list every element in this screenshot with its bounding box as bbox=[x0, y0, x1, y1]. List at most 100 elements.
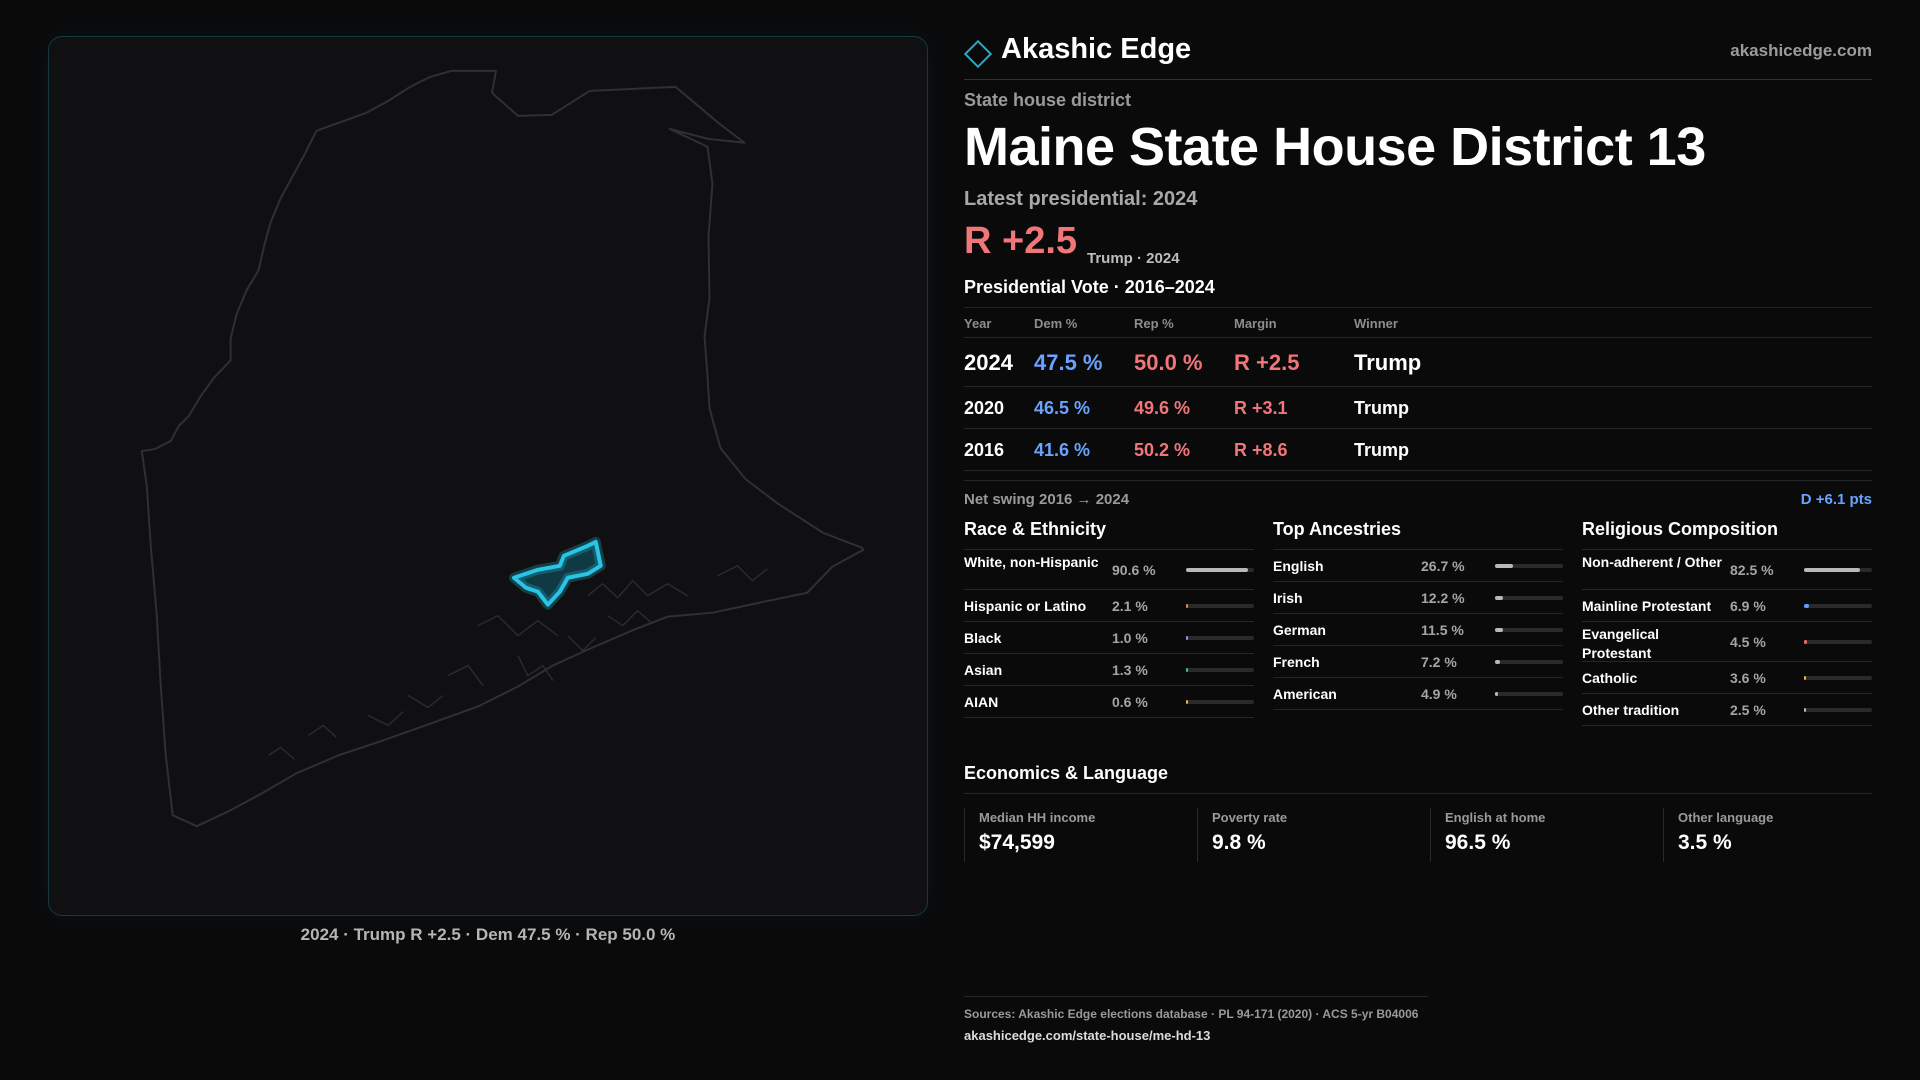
top-ancestries-section: Top Ancestries English 26.7 % Irish 12.2 % G… bbox=[1273, 516, 1563, 710]
share-bar-fill bbox=[1804, 676, 1807, 680]
row-margin: R +2.5 bbox=[1234, 350, 1300, 375]
card-value: 9.8 % bbox=[1212, 831, 1266, 854]
diamond-logo-icon bbox=[963, 39, 993, 69]
latest-presidential-label: Latest presidential: 2024 bbox=[964, 188, 1198, 210]
demographic-row: American 4.9 % bbox=[1273, 678, 1563, 710]
share-bar-track bbox=[1804, 676, 1872, 680]
sources-footer: Sources: Akashic Edge elections database… bbox=[964, 996, 1428, 1043]
share-bar-fill bbox=[1186, 700, 1188, 704]
card-label: Median HH income bbox=[979, 810, 1096, 825]
demographic-label: Black bbox=[964, 630, 1002, 646]
demographic-row: Irish 12.2 % bbox=[1273, 582, 1563, 614]
table-row: 2024 47.5 % 50.0 % R +2.5 Trump bbox=[964, 338, 1872, 387]
share-bar-track bbox=[1186, 700, 1254, 704]
share-bar-track bbox=[1186, 636, 1254, 640]
demographic-label: AIAN bbox=[964, 694, 999, 710]
demographic-row: Hispanic or Latino 2.1 % bbox=[964, 590, 1254, 622]
row-winner: Trump bbox=[1354, 350, 1422, 375]
demographic-label: Other tradition bbox=[1582, 702, 1680, 718]
demographic-value: 90.6 % bbox=[1112, 562, 1156, 578]
religious-composition-list: Non-adherent / Other 82.5 % Mainline Prote… bbox=[1582, 550, 1872, 726]
demographic-row: Mainline Protestant 6.9 % bbox=[1582, 590, 1872, 622]
col-year: Year bbox=[964, 316, 992, 331]
row-dem: 47.5 % bbox=[1034, 350, 1103, 375]
demographic-label: Mainline Protestant bbox=[1582, 598, 1712, 614]
demographic-label: Hispanic or Latino bbox=[964, 598, 1087, 614]
economics-cards: Median HH income $74,599 Poverty rate 9.… bbox=[964, 808, 1872, 862]
vote-section-title: Presidential Vote · 2016–2024 bbox=[964, 277, 1215, 297]
demographic-row: Catholic 3.6 % bbox=[1582, 662, 1872, 694]
card-value: $74,599 bbox=[979, 831, 1055, 854]
map-caption: 2024 · Trump R +2.5 · Dem 47.5 % · Rep 5… bbox=[300, 925, 676, 944]
table-header: Year Dem % Rep % Margin Winner bbox=[964, 308, 1872, 338]
demographic-label: Non-adherent / Other bbox=[1582, 554, 1723, 570]
share-bar-track bbox=[1495, 628, 1563, 632]
headline-margin-note: Trump · 2024 bbox=[1087, 250, 1180, 267]
share-bar-track bbox=[1495, 660, 1563, 664]
coastline-islands bbox=[268, 564, 768, 760]
demographic-row: French 7.2 % bbox=[1273, 646, 1563, 678]
demographic-row: Non-adherent / Other 82.5 % bbox=[1582, 550, 1872, 590]
details-panel: Akashic Edge akashicedge.com State house… bbox=[963, 30, 1872, 1043]
row-winner: Trump bbox=[1354, 440, 1410, 460]
row-dem: 41.6 % bbox=[1034, 440, 1091, 460]
page-title: Maine State House District 13 bbox=[964, 117, 1706, 177]
demographic-row: Other tradition 2.5 % bbox=[1582, 694, 1872, 726]
demographic-label: Evangelical Protestant bbox=[1582, 626, 1660, 661]
row-rep: 50.0 % bbox=[1134, 350, 1203, 375]
share-bar-fill bbox=[1495, 564, 1514, 568]
card-value: 3.5 % bbox=[1678, 831, 1732, 854]
share-bar-fill bbox=[1186, 604, 1188, 608]
demographic-row: German 11.5 % bbox=[1273, 614, 1563, 646]
share-bar-fill bbox=[1804, 568, 1861, 572]
card-label: Other language bbox=[1678, 810, 1774, 825]
row-year: 2024 bbox=[964, 350, 1013, 375]
demographic-value: 26.7 % bbox=[1421, 558, 1465, 574]
net-swing-value: D +6.1 pts bbox=[1800, 491, 1872, 508]
page-kicker: State house district bbox=[964, 90, 1132, 110]
district-map[interactable] bbox=[48, 36, 928, 916]
median-income-card: Median HH income $74,599 bbox=[964, 808, 1184, 862]
share-bar-fill bbox=[1495, 692, 1499, 696]
religious-composition-title: Religious Composition bbox=[1582, 516, 1872, 550]
brand-url[interactable]: akashicedge.com bbox=[1730, 41, 1872, 60]
share-bar-track bbox=[1495, 564, 1563, 568]
demographic-row: Evangelical Protestant 4.5 % bbox=[1582, 622, 1872, 662]
presidential-vote-table: Year Dem % Rep % Margin Winner 2024 47.5… bbox=[964, 307, 1872, 471]
demographic-label: French bbox=[1273, 654, 1320, 670]
demographic-row: White, non-Hispanic 90.6 % bbox=[964, 550, 1254, 590]
share-bar-track bbox=[1804, 640, 1872, 644]
share-bar-fill bbox=[1804, 640, 1808, 644]
brand-name[interactable]: Akashic Edge bbox=[1001, 33, 1192, 65]
poverty-rate-card: Poverty rate 9.8 % bbox=[1197, 808, 1417, 862]
demographic-value: 12.2 % bbox=[1421, 590, 1465, 606]
share-bar-track bbox=[1186, 568, 1254, 572]
share-bar-fill bbox=[1495, 660, 1500, 664]
religious-composition-section: Religious Composition Non-adherent / Oth… bbox=[1582, 516, 1872, 726]
row-margin: R +3.1 bbox=[1234, 398, 1288, 418]
map-svg bbox=[140, 69, 865, 828]
demographic-value: 2.5 % bbox=[1730, 702, 1766, 718]
other-language-card: Other language 3.5 % bbox=[1663, 808, 1883, 862]
row-year: 2020 bbox=[964, 398, 1005, 418]
share-bar-fill bbox=[1804, 604, 1809, 608]
demographic-value: 2.1 % bbox=[1112, 598, 1148, 614]
demographic-row: English 26.7 % bbox=[1273, 550, 1563, 582]
sources-text: Sources: Akashic Edge elections database… bbox=[964, 1007, 1419, 1021]
demographic-value: 0.6 % bbox=[1112, 694, 1148, 710]
demographic-value: 6.9 % bbox=[1730, 598, 1766, 614]
top-ancestries-list: English 26.7 % Irish 12.2 % German 11.5 % Fren… bbox=[1273, 550, 1563, 710]
demographic-label: Catholic bbox=[1582, 670, 1638, 686]
demographic-label: English bbox=[1273, 558, 1324, 574]
net-swing-label: Net swing 2016 → 2024 bbox=[964, 491, 1130, 508]
row-year: 2016 bbox=[964, 440, 1005, 460]
share-bar-track bbox=[1804, 568, 1872, 572]
card-value: 96.5 % bbox=[1445, 831, 1511, 854]
permalink[interactable]: akashicedge.com/state-house/me-hd-13 bbox=[964, 1028, 1211, 1043]
col-winner: Winner bbox=[1354, 316, 1398, 331]
demographic-value: 7.2 % bbox=[1421, 654, 1457, 670]
district-13-shape[interactable] bbox=[511, 539, 603, 607]
demographic-label: Asian bbox=[964, 662, 1003, 678]
row-rep: 49.6 % bbox=[1134, 398, 1191, 418]
demographic-label: White, non-Hispanic bbox=[964, 554, 1099, 570]
